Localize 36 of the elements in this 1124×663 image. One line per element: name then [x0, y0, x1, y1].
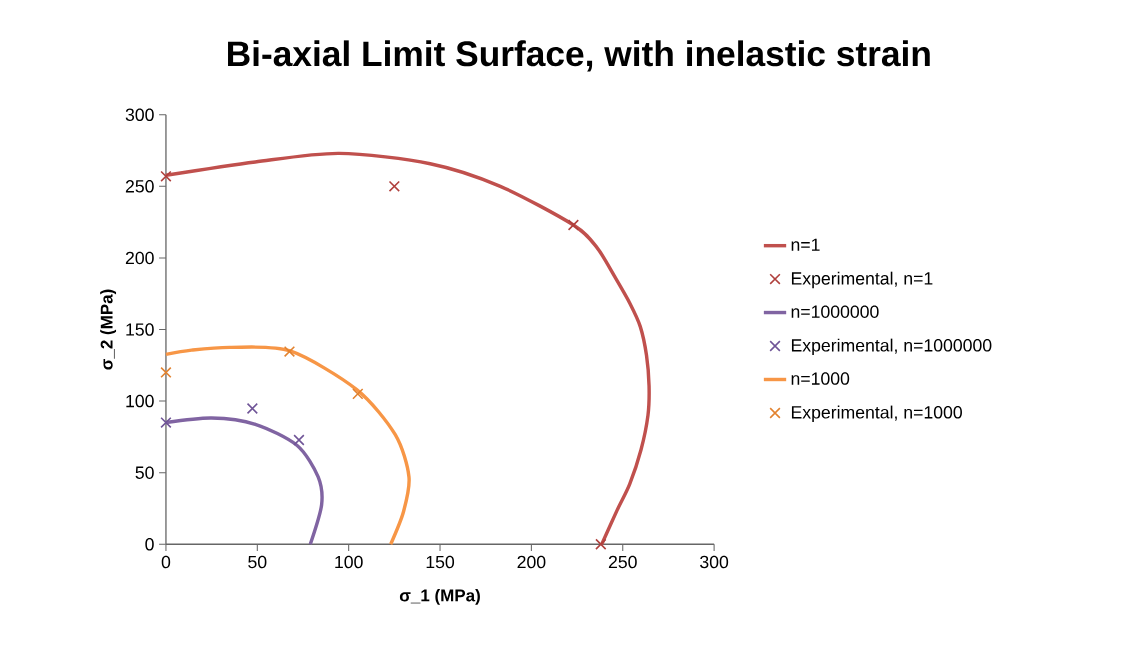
point	[352, 388, 364, 400]
point	[160, 416, 172, 429]
legend-label: n=1000000	[791, 305, 879, 318]
y-tick-label: 200	[125, 251, 154, 265]
point	[388, 180, 400, 193]
x-axis-title: σ_1 (MPa)	[399, 589, 480, 605]
legend-label: n=1000	[791, 372, 850, 385]
x-tick-label: 0	[161, 555, 171, 569]
y-tick-label: 100	[126, 394, 154, 408]
point	[567, 219, 580, 231]
x-tick-label: 250	[608, 555, 637, 569]
y-tick-label: 0	[145, 538, 154, 551]
point	[246, 402, 259, 415]
line-series	[164, 345, 411, 547]
point	[595, 538, 607, 550]
y-axis-title: σ_2 (MPa)	[100, 289, 117, 370]
y-tick-label: 50	[135, 466, 154, 479]
x-tick-label: 150	[426, 555, 455, 569]
line-series	[164, 151, 651, 547]
point	[160, 366, 172, 379]
legend-label: Experimental, n=1	[791, 271, 933, 289]
y-tick-label: 300	[125, 108, 154, 122]
point	[160, 170, 172, 182]
legend-label: n=1	[791, 238, 820, 251]
y-tick-label: 150	[126, 323, 154, 336]
point	[283, 345, 296, 358]
x-tick-label: 200	[517, 555, 546, 569]
x-tick-label: 50	[248, 555, 267, 569]
line-series	[164, 416, 324, 547]
x-tick-label: 300	[700, 555, 729, 569]
chart-title: Bi-axial Limit Surface, with inelastic strain	[228, 40, 930, 72]
legend-label: Experimental, n=1000	[791, 405, 962, 423]
y-tick-label: 250	[125, 180, 154, 193]
legend-label: Experimental, n=1000000	[791, 338, 992, 356]
x-tick-label: 100	[335, 555, 363, 569]
point	[293, 434, 305, 446]
